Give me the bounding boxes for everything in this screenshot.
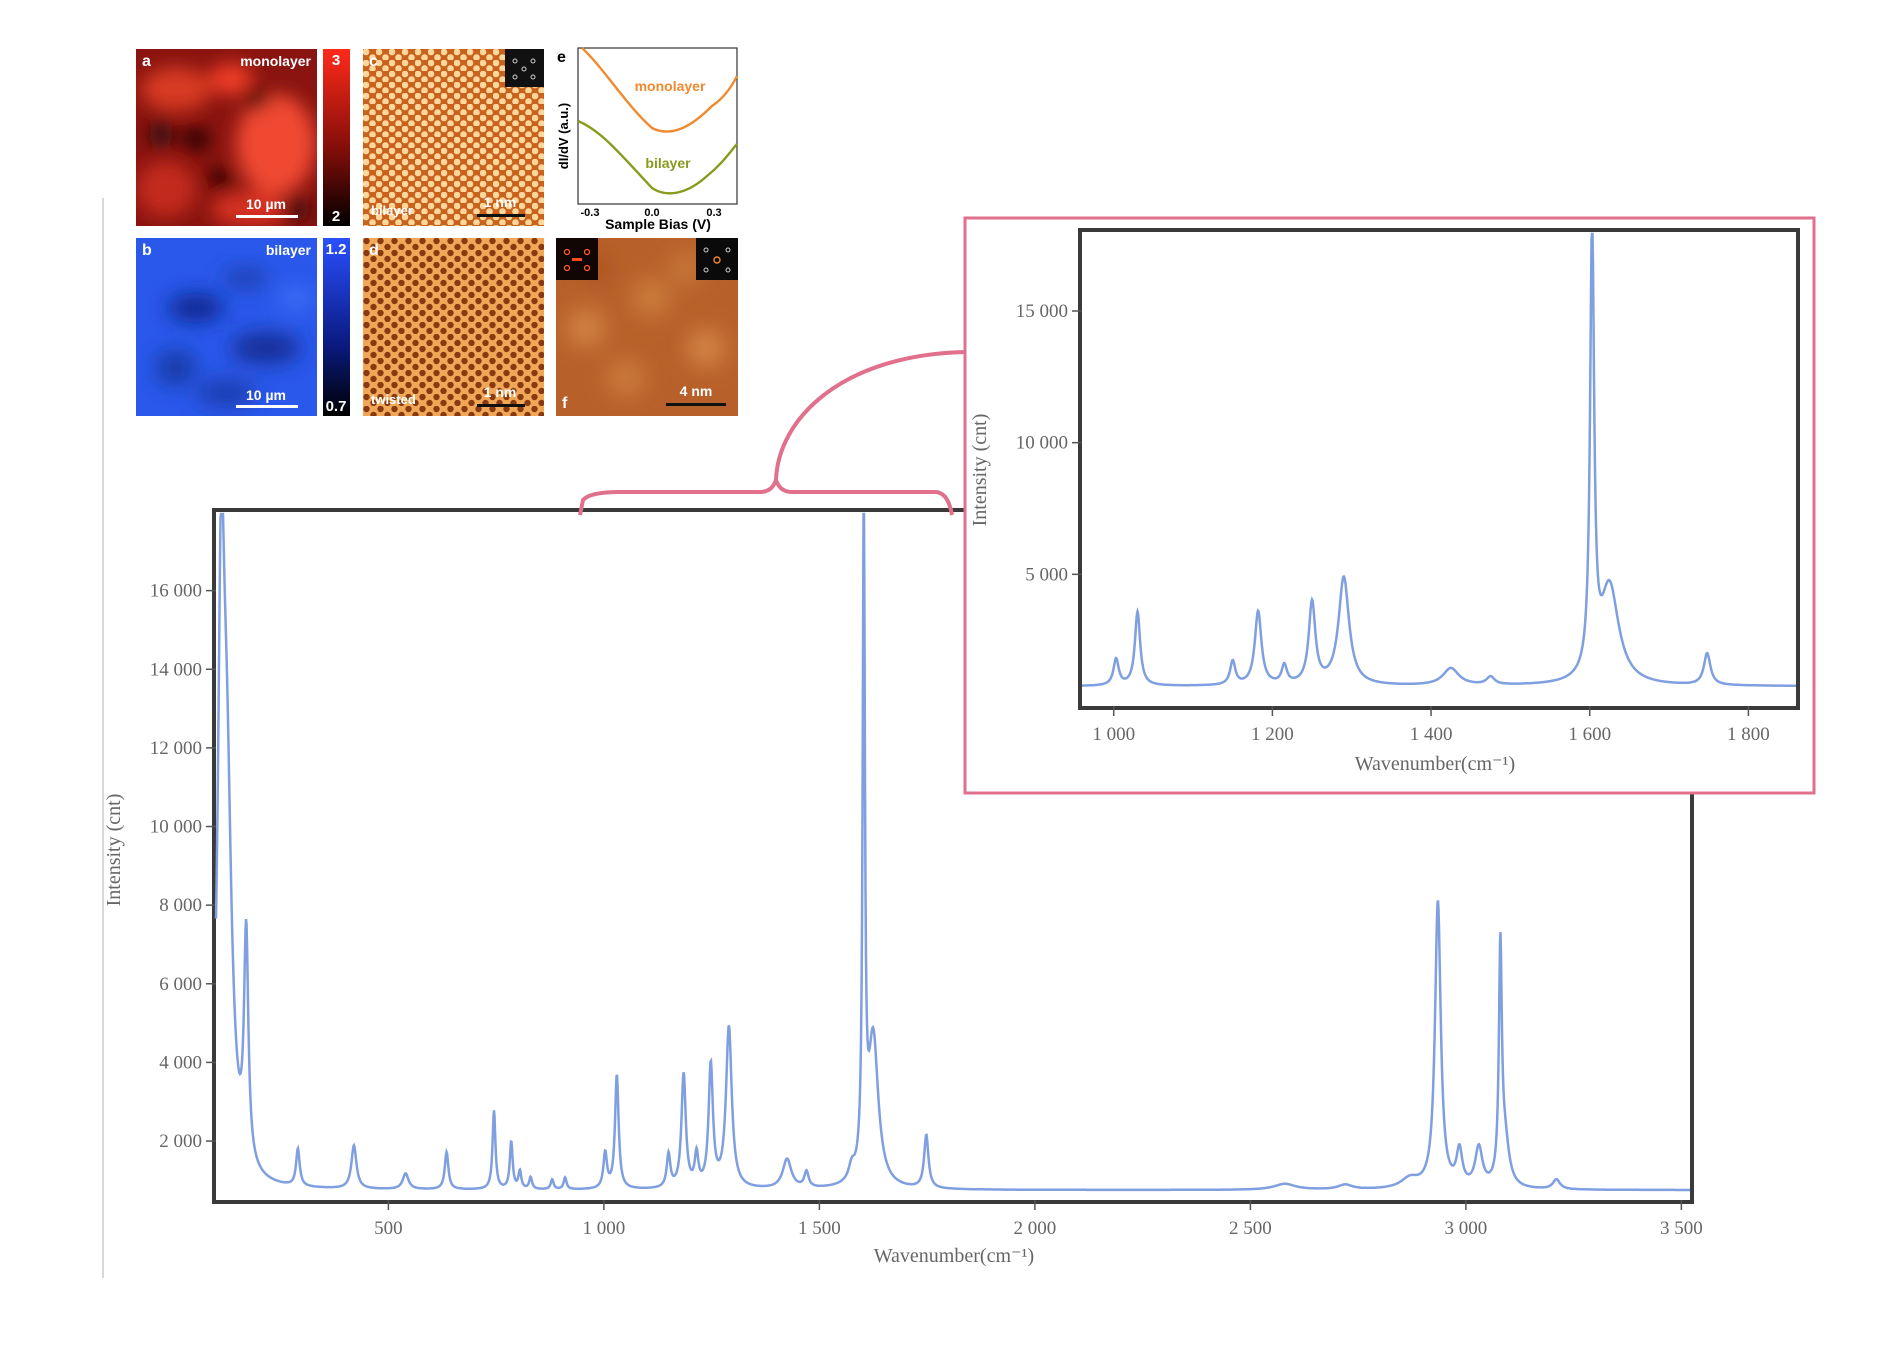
panel-b-title: bilayer [266,242,312,258]
panel-b-colorbar: 1.2 0.7 [323,238,350,416]
panel-d-title: twisted [371,392,416,407]
zoom-connector-arc [774,350,966,481]
panel-e-frame [577,47,738,205]
inset-ytick-label: 15 000 [1016,301,1068,322]
inset-xtick-label: 1 800 [1727,724,1770,745]
panel-b-scale-bar [236,405,298,408]
panel-e-bilayer-label: bilayer [645,155,691,171]
panel-d-scale-label: 1 nm [484,384,517,400]
panel-d-scale-bar [477,404,525,407]
panel-c-scale-bar [477,214,525,217]
panel-a-title: monolayer [240,53,311,69]
main-xtick-label: 3 500 [1660,1218,1703,1239]
panel-d-letter: d [369,242,379,259]
inset-xtick-label: 1 600 [1568,724,1611,745]
main-xtick-label: 2 000 [1014,1218,1057,1239]
main-xlabel: Wavenumber(cm⁻¹) [874,1245,1034,1267]
inset-plot-frame [1078,228,1800,710]
panel-b-letter: b [142,242,152,259]
inset-ylabel: Intensity (cnt) [969,414,991,527]
inset-xtick-label: 1 400 [1410,724,1453,745]
fft-pattern-icon [505,49,544,87]
main-xtick-label: 500 [374,1218,403,1239]
panel-d-stm-twisted: d twisted 1 nm [363,238,544,416]
panel-f-stm-moire: f 4 nm [556,238,738,416]
inset-ytick-label: 10 000 [1016,433,1068,454]
panel-e-xtick: -0.3 [581,207,600,219]
panel-a-cbar-max: 3 [332,52,340,69]
inset-xtick-label: 1 200 [1251,724,1294,745]
inset-spectrum-series [1082,232,1796,687]
panel-f-letter: f [562,395,568,412]
zoom-bracket [578,473,954,516]
panel-e-letter: e [557,49,566,66]
panel-e-xtick: 0.0 [644,207,659,219]
panel-e-xtick: 0.3 [706,207,721,219]
main-ytick-label: 16 000 [150,581,202,602]
panel-b-bilayer-map: b bilayer 10 µm [136,238,317,416]
panel-b-cbar-min: 0.7 [326,398,347,415]
panel-f-scale-label: 4 nm [680,383,713,399]
fft-right-icon [696,238,738,280]
main-xtick-label: 2 500 [1229,1218,1272,1239]
panel-e-monolayer-label: monolayer [635,78,706,94]
main-ylabel: Intensity (cnt) [103,794,125,907]
panel-a-cbar-min: 2 [332,208,340,225]
panel-b-cbar-max: 1.2 [326,241,347,258]
inset-xtick-label: 1 000 [1092,724,1135,745]
main-ytick-label: 4 000 [159,1052,202,1073]
main-xtick-label: 1 500 [798,1218,841,1239]
main-ytick-label: 6 000 [159,974,202,995]
main-ytick-label: 2 000 [159,1131,202,1152]
panel-c-stm-bilayer: c bilayer 1 nm [363,49,544,226]
panel-a-monolayer-map: a monolayer 10 µm [136,49,317,226]
main-ytick-label: 14 000 [150,659,202,680]
panel-a-letter: a [142,53,151,70]
panel-c-title: bilayer [371,203,413,218]
panel-a-scale-bar [236,215,298,218]
main-spectrum-series [214,512,1690,1192]
panel-e-bilayer-curve [577,119,738,195]
main-ytick-label: 8 000 [159,895,202,916]
panel-f-scale-bar [666,403,726,406]
panel-e-didv-plot: e dI/dV (a.u.) monolayer bilayer -0.3 0.… [552,46,742,232]
main-ytick-label: 10 000 [150,817,202,838]
divider-line [102,198,104,1278]
panel-e-ylabel: dI/dV (a.u.) [556,103,571,169]
panel-c-letter: c [369,53,378,70]
panel-b-scale-label: 10 µm [246,387,286,403]
inset-ytick-label: 5 000 [1025,564,1068,585]
inset-xlabel: Wavenumber(cm⁻¹) [1355,753,1515,775]
main-xtick-label: 3 000 [1445,1218,1488,1239]
panel-a-scale-label: 10 µm [246,196,286,212]
panel-e-xlabel: Sample Bias (V) [605,216,711,232]
panel-c-scale-label: 1 nm [484,194,517,210]
panel-a-colorbar: 3 2 [323,49,350,226]
main-xtick-label: 1 000 [583,1218,626,1239]
main-ytick-label: 12 000 [150,738,202,759]
panel-e-monolayer-curve [581,47,739,133]
